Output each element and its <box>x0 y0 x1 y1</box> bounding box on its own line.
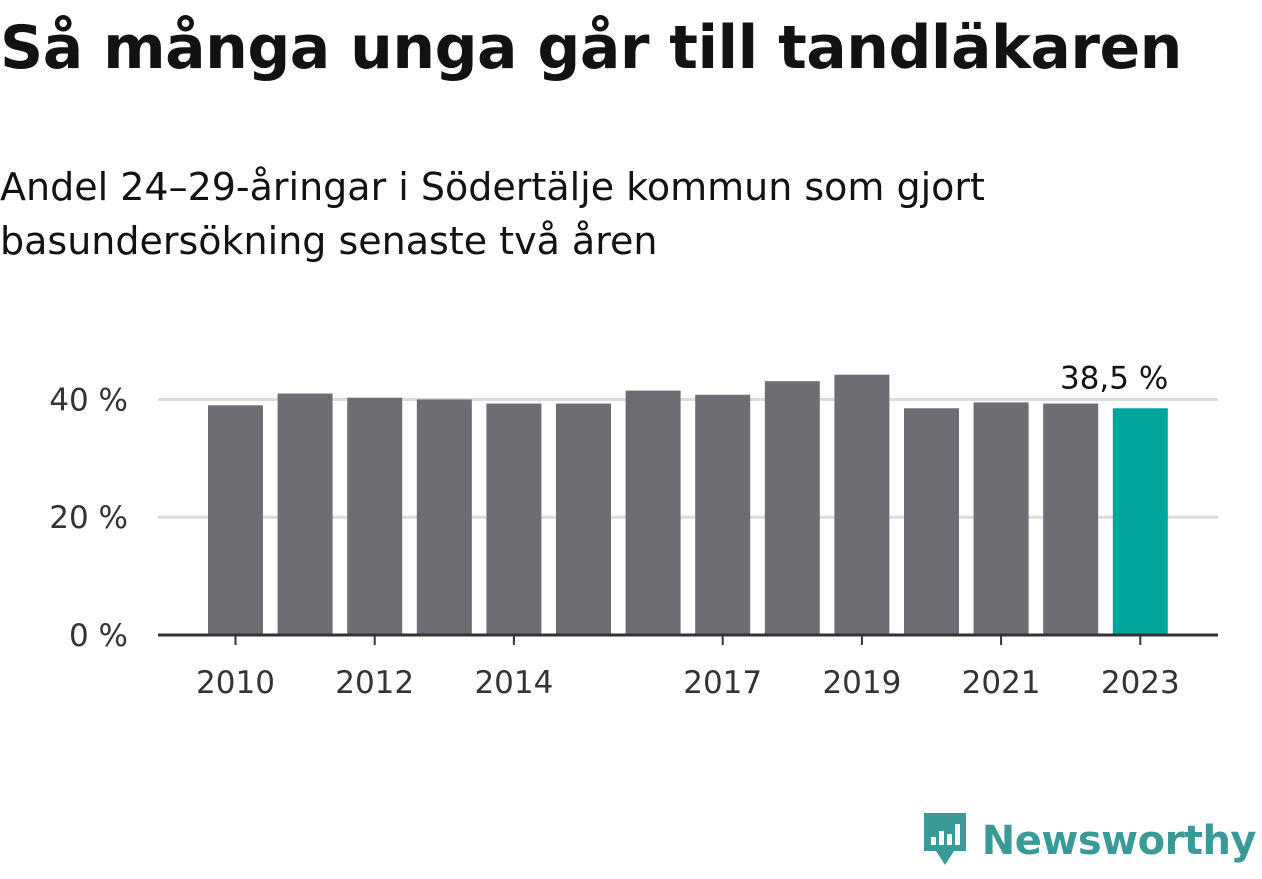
bar-2020 <box>904 408 959 635</box>
x-tick-label: 2023 <box>1101 665 1180 701</box>
bar-2019 <box>834 374 890 635</box>
y-tick-label: 40 % <box>49 382 128 418</box>
chart-subtitle: Andel 24–29-åringar i Södertälje kommun … <box>0 165 985 263</box>
bar-2011 <box>277 393 333 635</box>
brand-name: Newsworthy <box>981 818 1257 864</box>
newsworthy-logo: Newsworthy <box>920 809 1257 873</box>
bar-2010 <box>208 405 263 635</box>
x-tick-label: 2014 <box>474 665 553 701</box>
data-label: 38,5 % <box>1060 360 1168 396</box>
bar-2022 <box>1043 403 1099 635</box>
gridlines <box>158 397 1218 519</box>
x-tick-label: 2017 <box>683 665 762 701</box>
x-tick-label: 2012 <box>335 665 414 701</box>
bar-2012 <box>347 397 403 635</box>
bar-chart: 0 % 20 % 40 % 2010 2012 2014 2017 2019 2021 2023 3… <box>49 360 1218 701</box>
chart-title: Så många unga går till tandläkaren <box>0 13 1182 83</box>
x-tick-label: 2019 <box>822 665 901 701</box>
bar-2015 <box>556 403 611 635</box>
x-tick-label: 2010 <box>196 665 275 701</box>
y-tick-label: 0 % <box>69 618 128 654</box>
bar-2013 <box>416 399 472 635</box>
bars <box>208 374 1168 635</box>
y-tick-label: 20 % <box>49 500 128 536</box>
bar-2021 <box>973 402 1029 635</box>
bar-2016 <box>625 390 681 635</box>
x-tick-label: 2021 <box>962 665 1041 701</box>
bar-2018 <box>764 381 820 635</box>
axes <box>158 633 1218 645</box>
newsworthy-logo-icon <box>920 809 970 873</box>
labels: 0 % 20 % 40 % 2010 2012 2014 2017 2019 2021 2023 3… <box>49 360 1180 701</box>
bar-2014 <box>486 403 542 635</box>
bar-2023 <box>1112 408 1168 635</box>
bar-2017 <box>695 394 751 635</box>
